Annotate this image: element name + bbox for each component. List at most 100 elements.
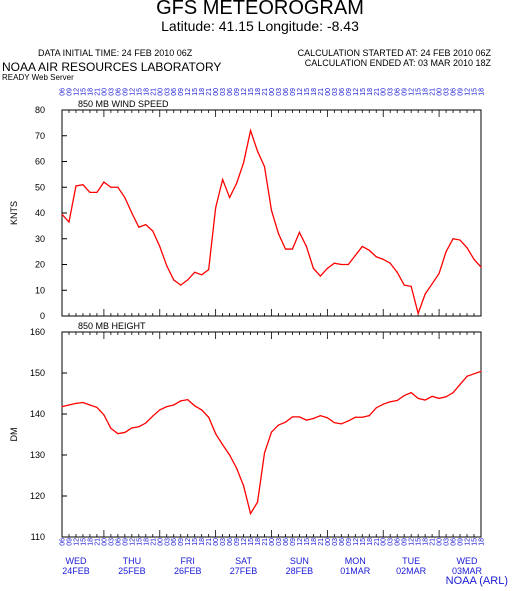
data-point bbox=[68, 221, 70, 223]
hour-label: 03 bbox=[444, 538, 451, 546]
data-point bbox=[208, 416, 210, 418]
data-point bbox=[431, 395, 433, 397]
data-point bbox=[424, 293, 426, 295]
day-date-label: 26FEB bbox=[174, 566, 202, 576]
data-point bbox=[382, 258, 384, 260]
hour-label: 09 bbox=[66, 538, 73, 546]
hour-label: 03 bbox=[108, 88, 115, 96]
hour-label: 12 bbox=[185, 538, 192, 546]
hour-label: 00 bbox=[213, 88, 220, 96]
hour-label: 06 bbox=[60, 538, 67, 546]
data-point bbox=[229, 196, 231, 199]
hour-label: 06 bbox=[451, 538, 458, 546]
hour-label: 03 bbox=[332, 88, 339, 96]
day-date-label: 28FEB bbox=[286, 566, 314, 576]
data-point bbox=[75, 402, 77, 404]
data-point bbox=[347, 420, 349, 422]
data-point bbox=[187, 399, 189, 401]
hour-label: 18 bbox=[311, 88, 318, 96]
height-title: 850 MB HEIGHT bbox=[78, 321, 146, 331]
hour-label: 18 bbox=[311, 538, 318, 546]
hour-label: 12 bbox=[73, 88, 80, 96]
hour-label: 21 bbox=[150, 88, 157, 96]
calc-ended-text: CALCULATION ENDED AT: 03 MAR 2010 18Z bbox=[304, 58, 491, 68]
data-point bbox=[277, 424, 280, 426]
data-point bbox=[89, 404, 91, 406]
height-x-ticks bbox=[61, 332, 482, 537]
height-points bbox=[61, 370, 482, 515]
data-point bbox=[249, 513, 252, 515]
hour-label: 21 bbox=[94, 538, 101, 546]
hour-label: 12 bbox=[297, 538, 304, 546]
day-name-label: THU bbox=[123, 556, 142, 566]
data-point bbox=[249, 130, 252, 132]
data-point bbox=[361, 245, 363, 248]
hour-label: 18 bbox=[255, 538, 262, 546]
hour-label: 00 bbox=[381, 88, 388, 96]
hour-label: 00 bbox=[157, 88, 164, 96]
data-point bbox=[215, 207, 217, 209]
hour-label: 15 bbox=[192, 88, 199, 96]
data-point bbox=[333, 262, 335, 264]
data-point bbox=[270, 209, 273, 212]
data-point bbox=[319, 415, 321, 417]
wind-speed-x-ticks bbox=[61, 110, 482, 316]
data-point bbox=[180, 284, 182, 286]
hour-label: 06 bbox=[60, 88, 67, 96]
data-point bbox=[431, 283, 433, 285]
data-point bbox=[473, 373, 475, 375]
data-point bbox=[263, 166, 266, 168]
hour-label: 00 bbox=[269, 88, 276, 96]
data-point bbox=[424, 399, 426, 401]
hour-label: 12 bbox=[465, 88, 472, 96]
hour-label: 12 bbox=[129, 88, 136, 96]
wind-speed-title: 850 MB WIND SPEED bbox=[78, 99, 169, 109]
hour-label: 18 bbox=[367, 538, 374, 546]
hour-label: 18 bbox=[199, 538, 206, 546]
hour-label: 15 bbox=[304, 88, 311, 96]
day-name-label: FRI bbox=[180, 556, 195, 566]
data-point bbox=[438, 397, 440, 400]
data-point bbox=[340, 423, 342, 425]
hour-label: 03 bbox=[220, 88, 227, 96]
hour-label: 12 bbox=[353, 88, 360, 96]
day-labels: WED24FEBTHU25FEBFRI26FEBSAT27FEBSUN28FEB… bbox=[62, 556, 482, 576]
hour-label: 00 bbox=[157, 538, 164, 546]
server-name: READY Web Server bbox=[2, 73, 74, 82]
data-point bbox=[222, 444, 224, 446]
y-tick-label: 110 bbox=[31, 532, 45, 542]
data-point bbox=[229, 454, 231, 456]
hour-label: 00 bbox=[325, 538, 332, 546]
hour-label: 00 bbox=[101, 538, 108, 546]
day-date-label: 25FEB bbox=[118, 566, 146, 576]
data-point bbox=[403, 394, 405, 397]
data-point bbox=[326, 267, 328, 269]
data-point bbox=[403, 284, 405, 286]
hour-label: 00 bbox=[269, 538, 276, 546]
data-point bbox=[201, 274, 203, 276]
hour-label: 21 bbox=[318, 88, 325, 96]
hour-label: 18 bbox=[479, 88, 486, 96]
data-point bbox=[417, 397, 419, 400]
hour-label: 00 bbox=[381, 538, 388, 546]
hour-label: 21 bbox=[262, 88, 269, 96]
y-tick-label: 30 bbox=[35, 234, 45, 244]
y-tick-label: 80 bbox=[35, 105, 45, 115]
data-point bbox=[235, 467, 238, 469]
hour-label: 09 bbox=[234, 538, 241, 546]
data-point bbox=[201, 409, 203, 411]
data-point bbox=[194, 271, 196, 273]
wind-speed-y-ticks: 0 10 20 30 40 50 60 70 80 bbox=[35, 105, 67, 321]
data-point bbox=[410, 392, 412, 394]
hour-label: 06 bbox=[451, 88, 458, 96]
data-point bbox=[82, 401, 84, 404]
hour-label: 15 bbox=[472, 88, 479, 96]
data-point bbox=[131, 427, 133, 429]
hour-label: 15 bbox=[360, 538, 367, 546]
data-point bbox=[138, 426, 140, 428]
hour-label: 06 bbox=[171, 88, 178, 96]
page-title: GFS METEOROGRAM bbox=[156, 0, 364, 19]
data-point bbox=[159, 245, 161, 248]
hour-label: 12 bbox=[297, 88, 304, 96]
data-point bbox=[256, 501, 259, 503]
